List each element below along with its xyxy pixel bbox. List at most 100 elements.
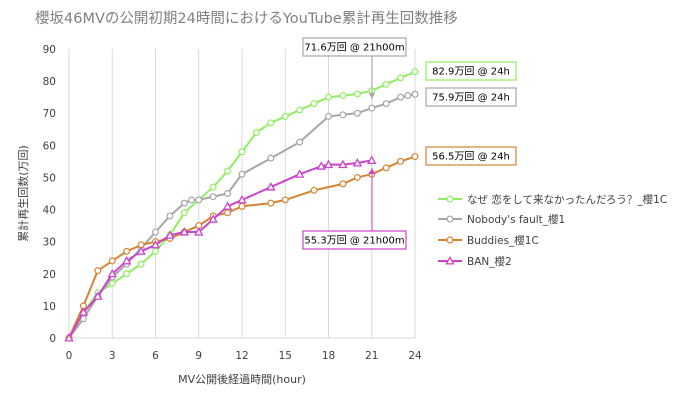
data-point bbox=[397, 93, 405, 101]
x-tick-label: 6 bbox=[152, 350, 159, 362]
data-point bbox=[152, 228, 160, 236]
x-tick-label: 24 bbox=[408, 350, 422, 362]
data-point bbox=[294, 169, 305, 178]
legend-item-2: Nobody's fault_櫻1 bbox=[438, 213, 565, 226]
callout-box bbox=[425, 61, 517, 81]
legend-label: BAN_櫻2 bbox=[467, 255, 512, 268]
legend-item-3: Buddies_櫻1C bbox=[438, 234, 539, 247]
callout-text: 75.9万回 @ 24h bbox=[432, 92, 510, 104]
data-point bbox=[166, 212, 174, 220]
series-4 bbox=[64, 155, 377, 342]
data-point bbox=[339, 92, 347, 100]
data-point bbox=[411, 68, 419, 76]
callout-text: 55.3万回 @ 21h00m bbox=[304, 235, 404, 247]
data-point bbox=[353, 109, 361, 117]
data-point bbox=[194, 227, 204, 236]
axes: 0 3 6 9 12 15 18 21 24 0 10 20 30 40 50 60 70 80 90 累計再生回数(… bbox=[16, 44, 422, 362]
callout-5: 55.3万回 @ 21h00m bbox=[302, 168, 407, 250]
callout-1: 82.9万回 @ 24h bbox=[425, 61, 517, 81]
callout-box bbox=[425, 87, 517, 107]
x-tick-label: 12 bbox=[235, 350, 248, 362]
legend-label: なぜ 恋をして来なかったんだろう？_櫻1C bbox=[467, 193, 667, 206]
data-point bbox=[165, 230, 175, 239]
data-point bbox=[224, 167, 232, 175]
data-point bbox=[267, 154, 275, 162]
callout-4: 71.6万回 @ 21h00m bbox=[302, 37, 407, 99]
data-point bbox=[397, 157, 405, 165]
data-point bbox=[411, 90, 419, 98]
data-point bbox=[121, 255, 132, 265]
data-point bbox=[209, 183, 217, 191]
data-point bbox=[93, 291, 103, 300]
y-tick-label: 50 bbox=[43, 172, 56, 184]
data-point bbox=[339, 111, 347, 119]
data-point bbox=[123, 270, 131, 278]
data-point bbox=[94, 267, 102, 275]
callout-box bbox=[425, 146, 517, 166]
y-tick-label: 10 bbox=[43, 301, 56, 313]
x-tick-label: 18 bbox=[322, 350, 335, 362]
callout-text: 71.6万回 @ 21h00m bbox=[304, 42, 404, 54]
data-point bbox=[78, 307, 89, 316]
x-tick-label: 3 bbox=[109, 350, 116, 362]
data-point bbox=[310, 186, 318, 194]
series-line bbox=[68, 155, 416, 339]
data-point bbox=[267, 199, 275, 207]
data-point bbox=[152, 247, 160, 255]
data-point bbox=[208, 214, 218, 223]
data-point bbox=[123, 247, 131, 255]
data-point bbox=[237, 194, 247, 204]
x-tick-label: 0 bbox=[66, 350, 73, 362]
data-point bbox=[150, 239, 161, 249]
data-point bbox=[353, 173, 361, 181]
legend-label: Nobody's fault_櫻1 bbox=[467, 213, 565, 226]
data-point bbox=[382, 164, 390, 172]
data-point bbox=[195, 196, 203, 204]
data-point bbox=[137, 260, 145, 268]
y-tick-label: 90 bbox=[43, 44, 56, 56]
data-point bbox=[238, 170, 246, 178]
data-point bbox=[325, 112, 333, 120]
data-point bbox=[281, 196, 289, 204]
data-point bbox=[64, 333, 74, 342]
data-point bbox=[339, 180, 347, 188]
data-point bbox=[338, 159, 348, 169]
data-point bbox=[224, 190, 232, 198]
data-point bbox=[316, 161, 326, 170]
data-point bbox=[266, 182, 276, 191]
data-point bbox=[188, 196, 196, 204]
legend-circle-marker bbox=[446, 236, 454, 244]
data-point bbox=[325, 93, 333, 101]
data-point bbox=[353, 90, 361, 98]
y-tick-label: 40 bbox=[43, 205, 56, 217]
x-tick-label: 15 bbox=[279, 350, 292, 362]
x-axis-label: MV公開後経過時間(hour) bbox=[178, 372, 306, 386]
data-point bbox=[368, 104, 376, 112]
x-tick-label: 21 bbox=[365, 350, 378, 362]
data-point bbox=[404, 92, 412, 100]
callout-2: 75.9万回 @ 24h bbox=[425, 87, 517, 107]
data-point bbox=[180, 199, 188, 207]
data-point bbox=[180, 209, 188, 217]
y-tick-label: 20 bbox=[43, 269, 56, 281]
data-point bbox=[397, 74, 405, 82]
data-point bbox=[382, 80, 390, 88]
series-layer bbox=[64, 68, 419, 342]
callout-text: 82.9万回 @ 24h bbox=[432, 66, 510, 78]
legend-circle-marker bbox=[446, 215, 454, 223]
legend-item-1: なぜ 恋をして来なかったんだろう？_櫻1C bbox=[438, 193, 667, 206]
data-point bbox=[411, 153, 419, 161]
y-tick-label: 70 bbox=[43, 108, 56, 120]
legend-label: Buddies_櫻1C bbox=[467, 234, 539, 247]
y-tick-label: 0 bbox=[49, 333, 56, 345]
data-point bbox=[296, 138, 304, 146]
data-point bbox=[367, 155, 377, 164]
data-point bbox=[310, 100, 318, 108]
legend-circle-marker bbox=[446, 195, 454, 203]
callout-box bbox=[302, 37, 407, 57]
data-point bbox=[252, 128, 260, 136]
y-tick-label: 80 bbox=[43, 76, 56, 88]
data-point bbox=[323, 159, 334, 169]
callouts: 82.9万回 @ 24h 75.9万回 @ 24h 56.5万回 @ 24h 71.6… bbox=[302, 37, 517, 250]
